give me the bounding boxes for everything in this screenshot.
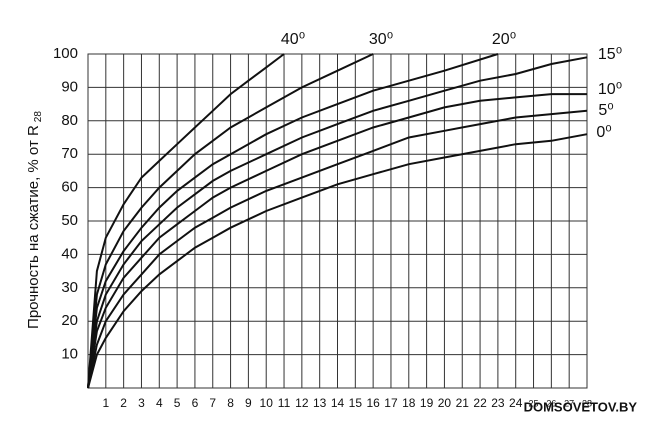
- x-tick-label: 20: [438, 396, 452, 410]
- y-tick-label: 60: [61, 179, 78, 196]
- x-tick-label: 11: [278, 396, 291, 410]
- legend-label: 15⁰: [598, 46, 622, 63]
- legend-label: 20⁰: [492, 31, 516, 48]
- curve: [87, 53, 374, 389]
- curve: [87, 53, 285, 389]
- x-tick-label: 15: [349, 396, 363, 410]
- y-axis-label-sub: 28: [33, 111, 44, 123]
- x-tick-label: 17: [384, 396, 398, 410]
- curve: [87, 53, 499, 389]
- y-tick-label: 50: [61, 212, 78, 229]
- y-tick-label: 70: [61, 145, 78, 162]
- x-tick-label: 27: [564, 398, 574, 408]
- y-tick-label: 20: [61, 312, 78, 329]
- x-tick-label: 18: [402, 396, 416, 410]
- y-tick-label: 100: [53, 45, 78, 62]
- x-tick-label: 12: [295, 396, 309, 410]
- x-tick-label: 3: [138, 396, 145, 410]
- x-tick-label: 5: [174, 396, 181, 410]
- x-tick-label: 23: [491, 396, 505, 410]
- x-tick-label: 1: [102, 396, 109, 410]
- x-tick-label: 16: [366, 396, 380, 410]
- x-tick-label: 24: [509, 396, 523, 410]
- legend-label: 40⁰: [281, 31, 305, 48]
- legend-label: 10⁰: [598, 81, 622, 98]
- y-tick-label: 90: [61, 78, 78, 95]
- x-tick-label: 6: [192, 396, 199, 410]
- y-tick-label: 80: [61, 112, 78, 129]
- x-tick-label: 21: [456, 396, 470, 410]
- x-tick-label: 2: [120, 396, 127, 410]
- legend-label: 5⁰: [598, 102, 613, 119]
- curve: [87, 56, 588, 389]
- x-tick-label: 26: [546, 398, 556, 408]
- y-tick-label: 30: [61, 279, 78, 296]
- x-tick-label: 10: [260, 396, 274, 410]
- legend-label: 0⁰: [596, 124, 611, 141]
- y-axis-label-text: Прочность на сжатие, % от R: [25, 125, 42, 329]
- x-tick-label: 25: [529, 398, 539, 408]
- legend-label: 30⁰: [369, 31, 393, 48]
- x-tick-label: 9: [245, 396, 252, 410]
- x-tick-label: 22: [473, 396, 487, 410]
- y-axis-label: Прочность на сжатие, % от R 28: [25, 111, 44, 329]
- x-tick-label: 13: [313, 396, 327, 410]
- x-tick-label: 8: [227, 396, 234, 410]
- x-tick-label: 14: [331, 396, 345, 410]
- x-tick-label: 7: [209, 396, 216, 410]
- curve: [87, 109, 588, 389]
- curve: [87, 93, 587, 389]
- watermark: DOMSOVETOV.BY: [524, 399, 638, 414]
- y-tick-label: 10: [61, 346, 78, 363]
- y-tick-label: 40: [61, 245, 78, 262]
- x-tick-label: 19: [420, 396, 434, 410]
- x-tick-label: 28: [582, 398, 592, 408]
- curve: [87, 133, 588, 389]
- x-tick-label: 4: [156, 396, 163, 410]
